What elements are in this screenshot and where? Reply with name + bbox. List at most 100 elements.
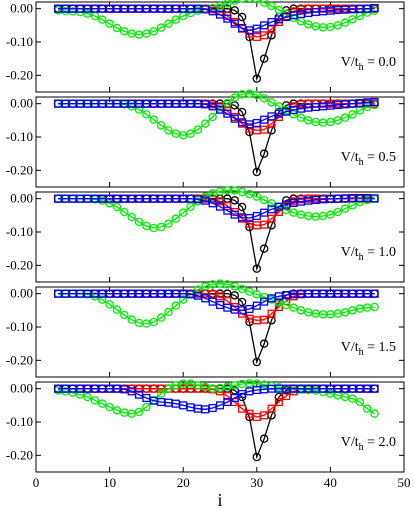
data-point [326, 210, 335, 219]
panel-2: 0.00 -0.10 -0.20 V/th = 0.5 [6, 89, 405, 188]
data-point [238, 0, 247, 3]
x-tick-label: 50 [398, 475, 411, 490]
data-point [142, 29, 151, 38]
y-tick-label: -0.10 [6, 414, 33, 429]
data-point [252, 452, 262, 462]
data-point [340, 204, 350, 213]
data-point [304, 20, 313, 29]
data-point [171, 214, 181, 223]
data-point [171, 15, 181, 24]
data-point [134, 217, 144, 227]
y-tick-label: -0.20 [6, 352, 33, 367]
y-tick-label: -0.10 [6, 224, 33, 239]
data-point [223, 280, 232, 289]
data-point [340, 308, 350, 317]
panel-frame [35, 286, 405, 378]
data-point [252, 0, 261, 4]
data-point [267, 214, 276, 223]
data-point [237, 297, 247, 307]
data-point [370, 409, 379, 418]
data-point [164, 126, 173, 135]
data-point [127, 315, 136, 324]
data-point [259, 339, 269, 348]
data-point [156, 313, 166, 322]
y-tick-label: 0.00 [10, 1, 33, 16]
x-axis-title: i [217, 490, 222, 510]
data-point [260, 315, 269, 324]
panel-frame [35, 96, 405, 188]
data-point [149, 317, 159, 327]
data-point [237, 284, 247, 294]
data-point [370, 289, 379, 298]
data-point [245, 287, 254, 296]
data-point [259, 244, 269, 253]
data-point [223, 14, 232, 23]
data-point [259, 149, 269, 158]
data-point [259, 434, 269, 443]
data-point [237, 107, 247, 117]
data-point [333, 207, 343, 217]
panel-annotation: V/th = 0.5 [341, 150, 396, 168]
data-point [193, 125, 203, 134]
data-point [296, 306, 306, 315]
data-point [252, 192, 262, 201]
data-point [105, 199, 114, 208]
series-4 [54, 384, 379, 414]
y-tick-label: -0.20 [6, 447, 33, 462]
x-tick-label: 40 [324, 475, 337, 490]
data-point [259, 0, 269, 7]
y-tick-label: 0.00 [10, 286, 33, 301]
y-tick-label: 0.00 [10, 381, 33, 396]
panel-1: 0.00 -0.10 -0.20 V/th = 0.0 [6, 0, 405, 93]
data-point [164, 19, 173, 28]
x-tick-label: 30 [250, 475, 263, 490]
data-point [201, 282, 210, 291]
data-point [260, 411, 269, 420]
data-point [355, 397, 365, 407]
data-point [260, 220, 269, 229]
data-point [267, 404, 276, 413]
data-point [362, 404, 372, 413]
data-point [370, 3, 379, 13]
panel-annotation: V/th = 1.5 [341, 340, 396, 358]
data-point [97, 295, 107, 304]
data-point [259, 54, 269, 63]
data-point [370, 384, 379, 393]
data-point [223, 98, 232, 108]
data-point [186, 202, 195, 211]
data-point [156, 389, 166, 398]
data-point [112, 23, 122, 33]
x-tick-label: 0 [33, 475, 40, 490]
data-point [252, 290, 262, 299]
data-point [83, 392, 92, 402]
x-tick-label: 20 [177, 475, 190, 490]
series-4 [54, 289, 379, 315]
data-point [230, 196, 239, 205]
data-point [112, 406, 122, 415]
series-4 [54, 3, 379, 35]
data-point [97, 399, 107, 408]
data-point [215, 1, 225, 11]
data-point [75, 390, 85, 399]
y-tick-label: -0.20 [6, 162, 33, 177]
data-point [274, 397, 283, 407]
y-tick-label: 0.00 [10, 191, 33, 206]
data-point [259, 94, 269, 103]
data-point [289, 303, 298, 312]
data-point [289, 208, 298, 217]
data-point [142, 402, 151, 412]
data-point [238, 404, 247, 413]
data-point [105, 19, 114, 28]
series-4 [54, 193, 379, 223]
data-point [230, 93, 239, 102]
data-point [112, 305, 122, 314]
data-point [267, 309, 276, 318]
data-point [142, 221, 151, 231]
data-point [149, 27, 159, 36]
data-point [230, 282, 239, 291]
data-point [127, 212, 136, 222]
series-1 [53, 384, 379, 462]
data-point [120, 310, 129, 320]
data-point [186, 8, 195, 18]
